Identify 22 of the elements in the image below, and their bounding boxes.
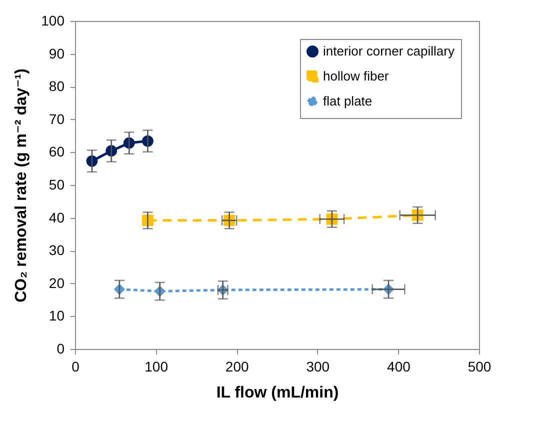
y-tick-label: 70 — [48, 110, 65, 127]
y-tick-label: 20 — [48, 274, 65, 291]
x-tick-label: 300 — [306, 358, 330, 374]
y-tick-label: 80 — [48, 78, 65, 94]
y-tick-label: 0 — [56, 340, 65, 356]
y-tick-label: 40 — [48, 209, 65, 226]
x-tick-label: 200 — [225, 358, 249, 374]
x-tick-label: 0 — [72, 358, 80, 374]
x-axis-title: IL flow (mL/min) — [216, 384, 339, 402]
x-tick-label: 500 — [468, 358, 492, 374]
legend-label: interior corner capillary — [323, 44, 455, 58]
x-tick-label: 100 — [144, 358, 168, 374]
y-tick-label: 100 — [41, 12, 65, 28]
legend-label: flat plate — [323, 94, 372, 108]
y-tick-label: 30 — [48, 242, 65, 258]
legend-label: hollow fiber — [323, 68, 390, 84]
y-tick-label: 50 — [48, 176, 65, 192]
y-axis-title: CO₂ removal rate (g m⁻² day⁻¹) — [13, 68, 30, 302]
y-tick-label: 60 — [48, 144, 65, 160]
y-tick-label: 10 — [48, 308, 65, 324]
y-tick-label: 90 — [48, 45, 65, 62]
x-tick-label: 400 — [387, 358, 411, 374]
